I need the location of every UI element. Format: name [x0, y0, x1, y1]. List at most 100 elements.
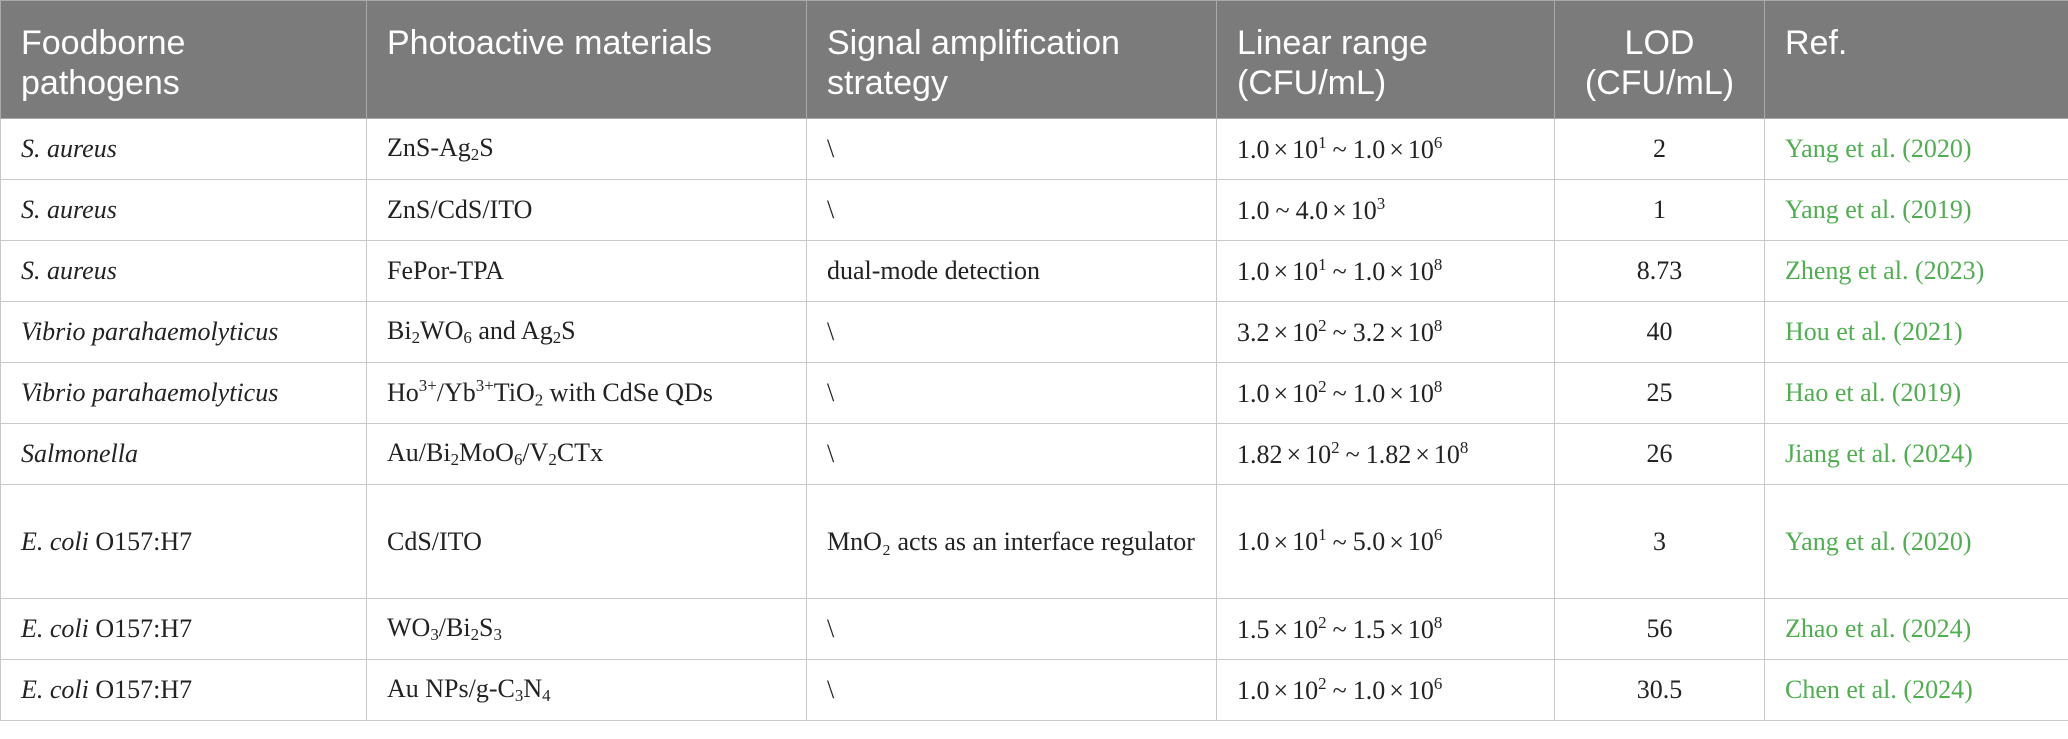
range-high-exponent: 8 [1433, 254, 1443, 274]
times-sign: × [1389, 527, 1404, 557]
range-high-exponent: 6 [1433, 132, 1443, 152]
table-row: E. coli O157:H7 Au NPs/g-C3N4 \ 1.0 × 102 ~1.0… [0, 659, 2068, 721]
formula-part: /Bi [438, 612, 471, 642]
table-row: E. coli O157:H7 CdS/ITO MnO₂ acts as an in… [0, 484, 2068, 599]
range-high-mantissa: 1.0 [1352, 135, 1386, 165]
cell-materials: ZnS/CdS/ITO [366, 179, 807, 241]
range-low-exponent: 2 [1318, 315, 1327, 335]
cell-lod: 3 [1554, 484, 1765, 599]
range-low-exponent: 2 [1331, 437, 1340, 457]
reference-link[interactable]: Yang et al. (2020) [1764, 118, 2068, 180]
range-low-exponent: 1 [1318, 525, 1327, 545]
formula-part: ZnS-Ag [387, 132, 471, 162]
pathogen-species: S. aureus [21, 134, 117, 163]
header-range: Linear range (CFU/mL) [1216, 0, 1555, 119]
formula-part: 2 [548, 450, 557, 470]
header-lod: LOD (CFU/mL) [1554, 0, 1765, 119]
range-high-mantissa: 1.0 [1352, 379, 1386, 409]
pathogen-detection-table: Foodborne pathogens Photoactive material… [0, 0, 2068, 721]
reference-link[interactable]: Zheng et al. (2023) [1764, 240, 2068, 302]
cell-lod: 2 [1554, 118, 1765, 180]
range-low-mantissa: 1.0 [1237, 379, 1270, 409]
pathogen-species: S. aureus [21, 256, 117, 285]
range-separator: ~ [1332, 676, 1347, 706]
formula-part: 2 [552, 328, 562, 348]
formula-part: 2 [470, 145, 480, 165]
header-row: Foodborne pathogens Photoactive material… [0, 0, 2068, 119]
reference-link[interactable]: Hou et al. (2021) [1764, 301, 2068, 363]
table-row: S. aureus ZnS-Ag2S \ 1.0 × 101 ~1.0 × 106 2 Yang e… [0, 118, 2068, 180]
formula-part: 6 [463, 328, 472, 348]
cell-materials: Au NPs/g-C3N4 [366, 659, 807, 721]
table-header: Foodborne pathogens Photoactive material… [0, 0, 2068, 119]
pathogen-species: Vibrio parahaemolyticus [21, 317, 279, 346]
range-low-exponent: 2 [1318, 376, 1327, 396]
pathogen-species: E. coli [21, 526, 89, 556]
range-low-mantissa: 1.0 [1237, 196, 1270, 226]
cell-pathogen: E. coli O157:H7 [0, 659, 367, 721]
range-low-mantissa: 1.5 [1237, 615, 1270, 645]
range-separator: ~ [1332, 379, 1347, 409]
reference-link[interactable]: Zhao et al. (2024) [1764, 598, 2068, 660]
formula-part: 3 [493, 625, 502, 645]
times-sign: × [1332, 196, 1347, 226]
formula-part: 6 [513, 450, 523, 470]
range-high-exponent: 8 [1433, 315, 1443, 335]
table-row: Vibrio parahaemolyticus Bi2WO6 and Ag2S \ 3… [0, 301, 2068, 363]
reference-link[interactable]: Jiang et al. (2024) [1764, 423, 2068, 485]
header-strategy: Signal amplification strategy [806, 0, 1217, 119]
cell-materials: Bi2WO6 and Ag2S [366, 301, 807, 363]
formula-part: 2 [470, 625, 480, 645]
cell-materials: ZnS-Ag2S [366, 118, 807, 180]
formula-part: CdS/ITO [387, 526, 482, 556]
cell-linear-range: 1.0 ~4.0 × 103 [1216, 179, 1555, 241]
range-high-exponent: 8 [1433, 612, 1443, 632]
cell-strategy: \ [806, 301, 1217, 363]
table-row: S. aureus ZnS/CdS/ITO \ 1.0 ~4.0 × 103 1 Yang et… [0, 179, 2068, 241]
reference-link[interactable]: Hao et al. (2019) [1764, 362, 2068, 424]
formula-part: WO [387, 612, 431, 642]
times-sign: × [1415, 440, 1430, 470]
formula-part: and Ag [471, 315, 553, 345]
range-separator: ~ [1275, 196, 1290, 226]
cell-strategy: MnO₂ acts as an interface regulator [806, 484, 1217, 599]
formula-part: /Yb [436, 377, 476, 407]
cell-materials: WO3/Bi2S3 [366, 598, 807, 660]
pathogen-strain: O157:H7 [95, 614, 193, 643]
range-low-exponent: 1 [1318, 254, 1327, 274]
cell-linear-range: 1.82 × 102 ~1.82 × 108 [1216, 423, 1555, 485]
header-ref: Ref. [1764, 0, 2068, 119]
formula-part: 3 [430, 625, 439, 645]
range-high-mantissa: 1.0 [1352, 676, 1386, 706]
cell-pathogen: E. coli O157:H7 [0, 484, 367, 599]
formula-part: S [479, 612, 494, 642]
range-separator: ~ [1332, 318, 1347, 348]
cell-materials: CdS/ITO [366, 484, 807, 599]
times-sign: × [1273, 318, 1289, 348]
range-high-mantissa: 1.0 [1352, 257, 1386, 287]
formula-part: WO [420, 315, 464, 345]
cell-linear-range: 1.0 × 101 ~1.0 × 106 [1216, 118, 1555, 180]
formula-part: 3 [514, 686, 524, 706]
reference-link[interactable]: Chen et al. (2024) [1764, 659, 2068, 721]
cell-strategy: \ [806, 118, 1217, 180]
reference-link[interactable]: Yang et al. (2019) [1764, 179, 2068, 241]
range-high-mantissa: 4.0 [1295, 196, 1329, 226]
cell-linear-range: 1.0 × 102 ~1.0 × 108 [1216, 362, 1555, 424]
cell-materials: Ho3+/Yb3+TiO2 with CdSe QDs [366, 362, 807, 424]
formula-part: 2 [450, 450, 460, 470]
pathogen-species: Vibrio parahaemolyticus [21, 378, 279, 407]
formula-part: 3+ [475, 375, 494, 395]
range-separator: ~ [1332, 527, 1347, 557]
range-separator: ~ [1332, 257, 1347, 287]
range-separator: ~ [1332, 615, 1347, 645]
range-low-exponent: 2 [1318, 612, 1327, 632]
formula-part: 2 [411, 328, 421, 348]
formula-part: MoO [459, 437, 514, 467]
cell-lod: 1 [1554, 179, 1765, 241]
times-sign: × [1286, 440, 1302, 470]
formula-part: Ho [387, 377, 419, 407]
reference-link[interactable]: Yang et al. (2020) [1764, 484, 2068, 599]
cell-strategy: \ [806, 659, 1217, 721]
range-high-mantissa: 1.82 [1365, 440, 1412, 470]
